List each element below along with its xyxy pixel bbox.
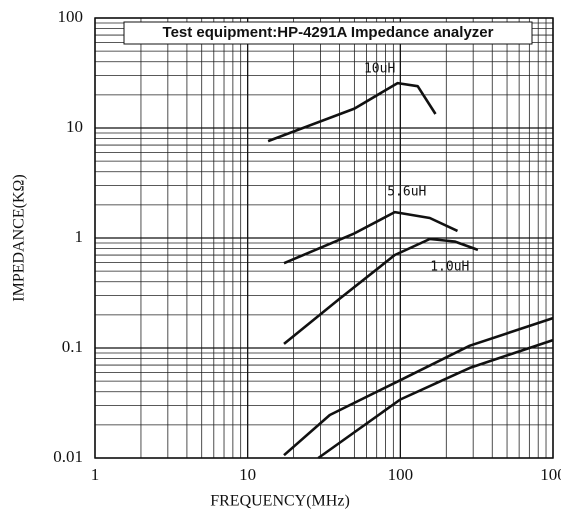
plot-frame [94, 17, 554, 459]
series-line [317, 338, 554, 460]
series-label: 10uH [364, 62, 395, 77]
annotation: Test equipment:HP-4291A Impedance analyz… [163, 24, 494, 41]
y-tick-label: 0.01 [53, 447, 83, 466]
series-label: 1.0uH [430, 259, 469, 274]
x-tick-label: 1 [91, 465, 100, 484]
lines [267, 81, 554, 460]
x-axis-label: FREQUENCY(MHz) [210, 493, 350, 510]
annotation-box [123, 21, 533, 45]
y-tick-label: 0.1 [62, 337, 83, 356]
series-line [283, 237, 479, 345]
series-line [267, 81, 437, 143]
y-tick-label: 10 [66, 117, 83, 136]
x-tick-label: 10 [239, 465, 256, 484]
y-tick-label: 100 [58, 7, 84, 26]
x-tick-label: 100 [540, 465, 561, 484]
y-axis-label: IMPEDANCE(KΩ) [11, 174, 28, 301]
grid [94, 17, 554, 459]
series-label: 5.6uH [387, 185, 426, 200]
series-line [283, 316, 554, 457]
x-tick-label: 100 [388, 465, 414, 484]
series-line [283, 210, 459, 265]
y-tick-label: 1 [75, 227, 84, 246]
